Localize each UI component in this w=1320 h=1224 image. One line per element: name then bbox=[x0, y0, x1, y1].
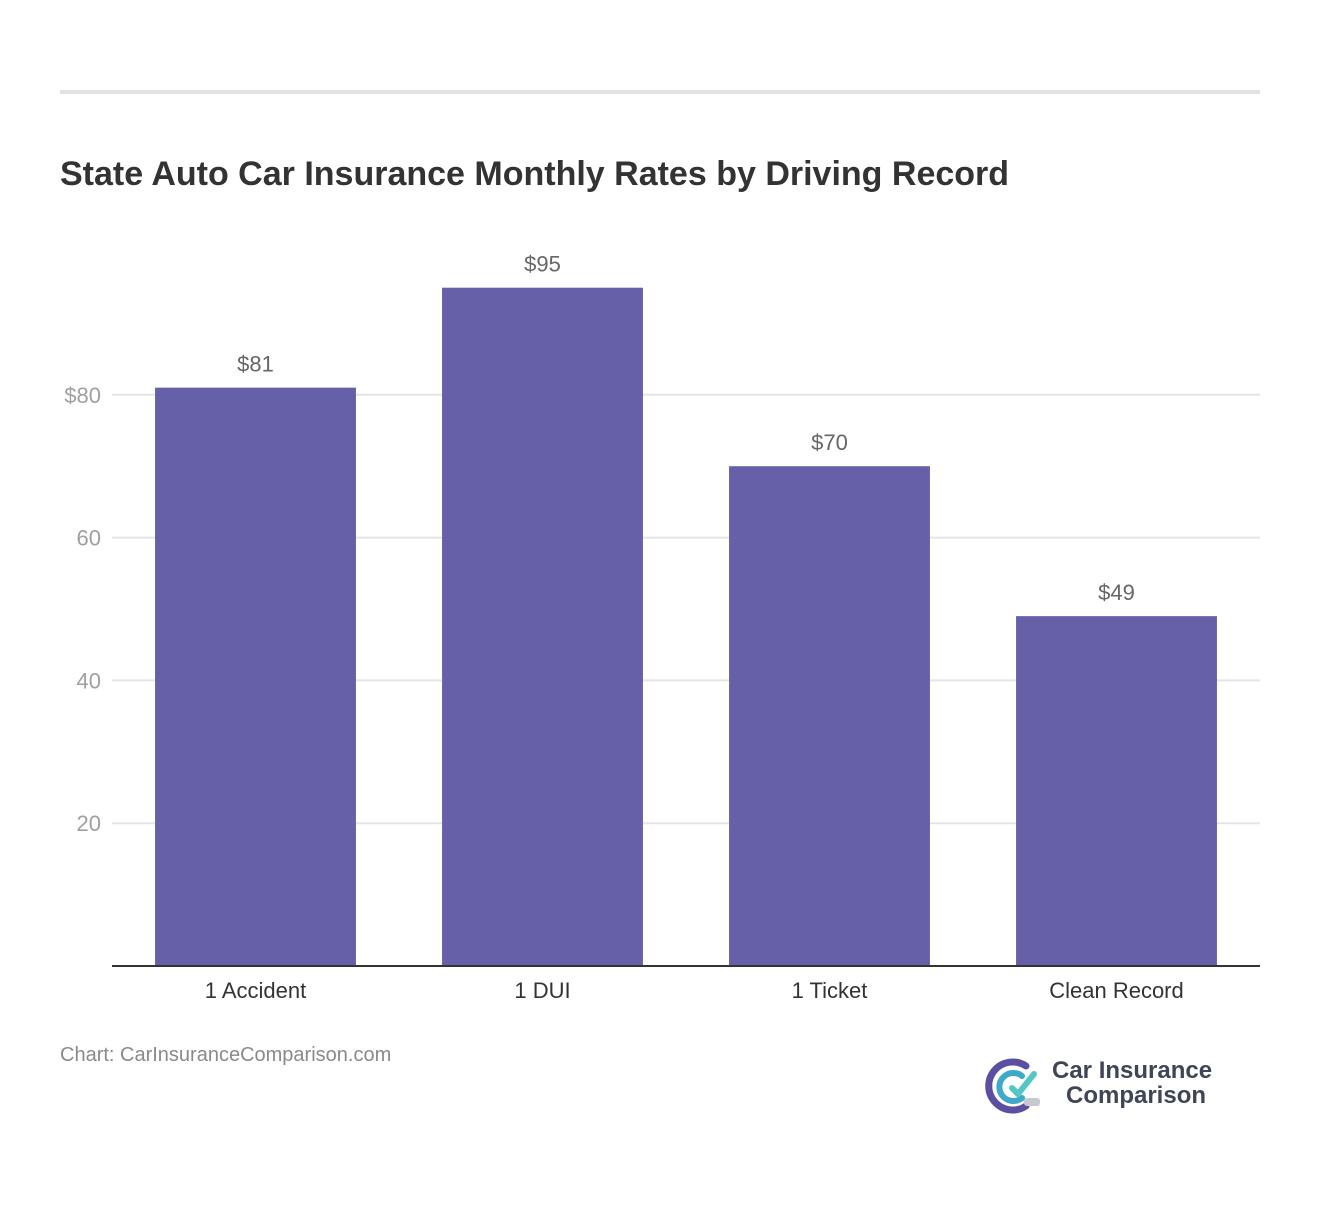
logo-line-2: Comparison bbox=[1066, 1082, 1207, 1109]
bar bbox=[155, 387, 356, 966]
y-tick-label: $80 bbox=[64, 383, 101, 408]
top-divider bbox=[60, 90, 1260, 94]
y-tick-label: 20 bbox=[77, 811, 101, 836]
bar-value-label: $49 bbox=[1098, 580, 1135, 605]
bar bbox=[729, 466, 930, 966]
bar bbox=[1016, 616, 1217, 966]
y-tick-label: 60 bbox=[77, 526, 101, 551]
bar bbox=[442, 287, 643, 966]
brand-logo: Car Insurance Comparison bbox=[982, 1054, 1242, 1118]
bar-value-label: $70 bbox=[811, 430, 848, 455]
x-category-label: 1 DUI bbox=[514, 978, 570, 1003]
y-tick-label: 40 bbox=[77, 668, 101, 693]
x-category-label: Clean Record bbox=[1049, 978, 1184, 1003]
chart-title: State Auto Car Insurance Monthly Rates b… bbox=[60, 155, 1010, 193]
chart-source: Chart: CarInsuranceComparison.com bbox=[60, 1044, 392, 1066]
bar-value-label: $81 bbox=[237, 352, 274, 377]
bar-value-label: $95 bbox=[524, 252, 561, 277]
x-category-label: 1 Ticket bbox=[792, 978, 868, 1003]
logo-mark-icon bbox=[985, 1058, 1040, 1114]
logo-wordmark: Car Insurance Comparison bbox=[1052, 1058, 1212, 1108]
logo-line-1: Car Insurance bbox=[1052, 1057, 1213, 1084]
x-category-label: 1 Accident bbox=[205, 978, 307, 1003]
